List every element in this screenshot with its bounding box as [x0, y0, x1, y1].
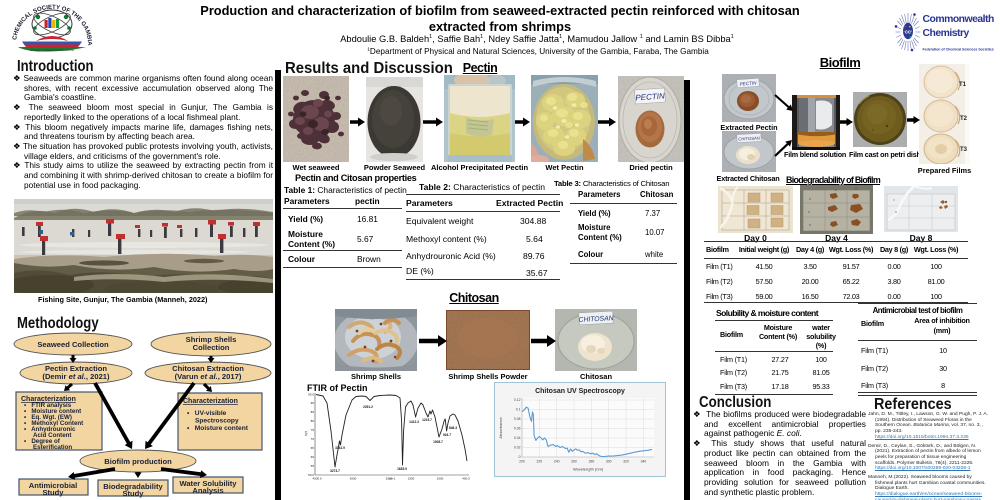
- svg-text:Chemistry: Chemistry: [923, 28, 970, 39]
- svg-text:Commonwealth: Commonwealth: [923, 14, 995, 25]
- svg-text:T1: T1: [959, 82, 967, 88]
- svg-text:1219.7: 1219.7: [422, 418, 432, 422]
- svg-text:Analysis: Analysis: [192, 486, 223, 495]
- svg-text:T3: T3: [960, 147, 968, 153]
- svg-text:PECTIN: PECTIN: [635, 91, 665, 102]
- svg-text:PECTIN: PECTIN: [739, 80, 757, 86]
- svg-text:Seaweed Collection: Seaweed Collection: [37, 340, 109, 349]
- svg-text:■: ■: [904, 26, 906, 29]
- svg-text:1635.9: 1635.9: [397, 467, 407, 471]
- svg-text:%T: %T: [305, 431, 309, 436]
- svg-text:2000: 2000: [386, 477, 393, 481]
- svg-text:CHITOSAN: CHITOSAN: [738, 135, 761, 141]
- svg-text:Shrimp Shells: Shrimp Shells: [186, 335, 237, 344]
- svg-text:(Varun et al., 2017): (Varun et al., 2017): [175, 372, 242, 381]
- svg-text:2391.2: 2391.2: [363, 405, 373, 409]
- svg-text:0.02: 0.02: [514, 446, 521, 450]
- svg-text:3342.9: 3342.9: [335, 446, 345, 450]
- svg-text:60: 60: [311, 455, 315, 459]
- svg-text:280: 280: [589, 460, 595, 464]
- svg-text:400.0: 400.0: [462, 477, 470, 481]
- svg-text:• Eq. Wgt. (EW): • Eq. Wgt. (EW): [24, 414, 72, 421]
- svg-text:80: 80: [311, 419, 315, 423]
- svg-text:cc: cc: [905, 29, 911, 35]
- svg-text:4000.0: 4000.0: [312, 477, 322, 481]
- svg-text:CHITOSAN: CHITOSAN: [578, 315, 613, 324]
- svg-text:Pectin Extraction: Pectin Extraction: [45, 364, 107, 373]
- svg-text:Absorbance: Absorbance: [498, 417, 503, 439]
- svg-text:Biodegradability: Biodegradability: [103, 482, 163, 491]
- svg-text:• Moisture content: • Moisture content: [187, 425, 249, 432]
- svg-text:65: 65: [311, 446, 315, 450]
- svg-text:240: 240: [554, 460, 560, 464]
- svg-text:• Degree of: • Degree of: [24, 438, 61, 445]
- svg-text:Education, Research and Member: Education, Research and Membership: [30, 48, 75, 52]
- svg-text:Spectroscopy: Spectroscopy: [195, 418, 239, 425]
- svg-text:260: 260: [571, 460, 577, 464]
- svg-text:75: 75: [311, 428, 315, 432]
- svg-text:■: ■: [904, 36, 906, 39]
- svg-text:(Demir et al., 2021): (Demir et al., 2021): [42, 372, 110, 381]
- svg-text:Study: Study: [42, 488, 64, 497]
- svg-text:Characterization: Characterization: [21, 396, 76, 403]
- svg-text:340: 340: [641, 460, 647, 464]
- svg-text:■: ■: [909, 36, 911, 39]
- svg-text:Characterization: Characterization: [183, 398, 238, 405]
- svg-text:Federation of Chemical Science: Federation of Chemical Sciences Societie…: [923, 48, 994, 52]
- svg-text:50.0: 50.0: [308, 473, 314, 477]
- svg-text:Study: Study: [122, 489, 144, 498]
- svg-text:Esterification: Esterification: [33, 444, 72, 451]
- svg-text:0.1: 0.1: [516, 408, 521, 412]
- svg-text:cm-1: cm-1: [389, 477, 396, 480]
- svg-text:0.12: 0.12: [514, 398, 521, 402]
- svg-text:Chitosan Extraction: Chitosan Extraction: [172, 364, 244, 373]
- svg-text:Antimicrobial: Antimicrobial: [29, 481, 78, 490]
- svg-text:1500: 1500: [408, 477, 415, 481]
- svg-text:Chitosan UV Spectroscopy: Chitosan UV Spectroscopy: [535, 388, 625, 395]
- svg-text:320: 320: [623, 460, 629, 464]
- svg-text:55: 55: [311, 464, 315, 468]
- svg-text:924.7: 924.7: [443, 433, 451, 437]
- svg-text:1412.3: 1412.3: [409, 420, 419, 424]
- svg-text:0: 0: [519, 455, 521, 459]
- svg-text:■: ■: [910, 30, 912, 33]
- svg-text:• Methoxyl Content: • Methoxyl Content: [24, 420, 83, 427]
- svg-text:1008.7: 1008.7: [433, 440, 443, 444]
- svg-text:85: 85: [311, 410, 315, 414]
- svg-text:300: 300: [606, 460, 612, 464]
- svg-text:■: ■: [903, 30, 905, 33]
- svg-text:Wavelength (nm): Wavelength (nm): [573, 467, 604, 472]
- svg-text:• Anhydrouronic: • Anhydrouronic: [24, 426, 76, 433]
- svg-text:3000: 3000: [350, 477, 357, 481]
- svg-text:1000: 1000: [437, 477, 444, 481]
- svg-text:• FTIR analysis: • FTIR analysis: [24, 402, 72, 409]
- svg-text:90: 90: [311, 401, 315, 405]
- svg-text:T2: T2: [960, 116, 968, 122]
- svg-text:Collection: Collection: [193, 343, 230, 352]
- svg-text:Water Solubility: Water Solubility: [179, 479, 237, 488]
- svg-text:• Moisture content: • Moisture content: [24, 408, 81, 415]
- svg-text:0.06: 0.06: [514, 427, 521, 431]
- svg-text:■: ■: [909, 26, 911, 29]
- svg-text:3273.7: 3273.7: [330, 469, 340, 473]
- svg-text:70: 70: [311, 437, 315, 441]
- svg-text:Biofilm production: Biofilm production: [104, 457, 172, 466]
- svg-text:846.3: 846.3: [449, 426, 457, 430]
- svg-text:200: 200: [519, 460, 525, 464]
- svg-text:220: 220: [536, 460, 542, 464]
- svg-text:0.04: 0.04: [514, 436, 521, 440]
- svg-text:• UV-visible: • UV-visible: [187, 410, 227, 417]
- svg-text:Acid Content: Acid Content: [33, 432, 72, 439]
- svg-text:95.0: 95.0: [308, 393, 314, 397]
- svg-text:0.08: 0.08: [514, 417, 521, 421]
